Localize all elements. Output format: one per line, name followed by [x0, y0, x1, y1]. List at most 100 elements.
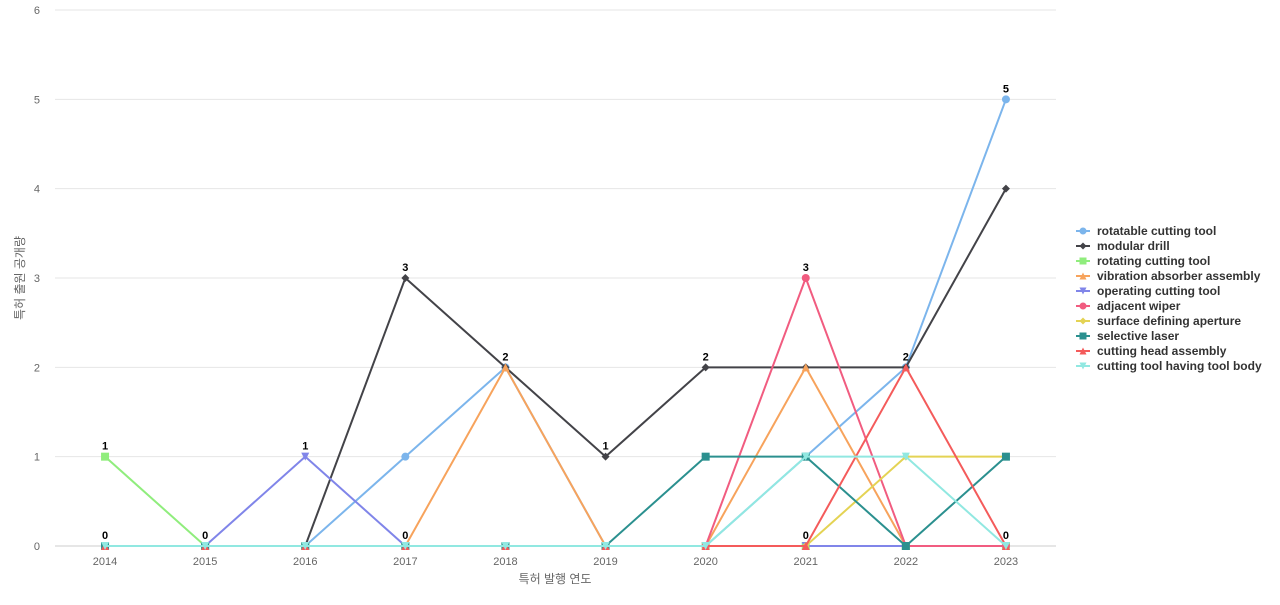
x-tick-label: 2018: [493, 556, 517, 568]
data-label: 5: [1003, 83, 1009, 95]
legend-label: cutting tool having tool body: [1097, 359, 1262, 373]
series-line: [105, 455, 1006, 547]
x-tick-label: 2019: [593, 556, 617, 568]
legend-label: adjacent wiper: [1097, 299, 1181, 313]
legend-marker: [1079, 227, 1087, 235]
series-line: [104, 455, 1006, 547]
legend-item: cutting head assembly: [1076, 344, 1227, 358]
data-label: 1: [302, 441, 308, 453]
legend-item: adjacent wiper: [1076, 299, 1181, 313]
legend-label: selective laser: [1097, 329, 1179, 343]
data-point: [801, 542, 810, 550]
x-tick-label: 2020: [693, 556, 717, 568]
series-group: [101, 452, 1010, 550]
legend-item: cutting tool having tool body: [1076, 359, 1262, 373]
data-point: [1001, 95, 1010, 104]
legend-item: vibration absorber assembly: [1076, 269, 1261, 283]
data-label: 0: [202, 530, 208, 542]
legend-marker: [1079, 332, 1087, 340]
data-label: 1: [102, 441, 108, 453]
legend-marker: [1079, 362, 1087, 370]
data-label-layer: 1 0 1 3 2 1 2 3 2 5 0 0 0 0: [102, 83, 1009, 542]
y-tick-label: 0: [34, 541, 40, 553]
x-tick-label: 2015: [193, 556, 217, 568]
series-group: [101, 452, 1010, 550]
x-tick-label: 2023: [994, 556, 1018, 568]
data-label: 0: [1003, 530, 1009, 542]
data-point: [501, 542, 510, 550]
legend-label: rotatable cutting tool: [1097, 224, 1216, 238]
data-point: [101, 542, 110, 550]
data-point: [1001, 542, 1010, 550]
y-axis-title: 특허 출원 공개량: [13, 236, 27, 320]
series-group: [101, 452, 1010, 550]
y-tick-label: 3: [34, 273, 40, 285]
data-point: [301, 452, 310, 461]
data-point: [401, 452, 410, 461]
x-tick-label: 2022: [894, 556, 918, 568]
legend-marker: [1079, 347, 1087, 355]
legend-item: surface defining aperture: [1076, 314, 1241, 328]
data-label: 2: [502, 351, 508, 363]
data-point: [601, 542, 610, 550]
data-point: [301, 542, 310, 550]
data-point: [701, 542, 710, 550]
legend-label: modular drill: [1097, 239, 1170, 253]
x-tick-label: 2017: [393, 556, 417, 568]
series-layer: [101, 95, 1010, 550]
legend-item: selective laser: [1076, 329, 1179, 343]
data-point: [401, 274, 410, 282]
data-point: [201, 542, 210, 550]
legend-label: rotating cutting tool: [1097, 254, 1210, 268]
x-tick-label: 2021: [794, 556, 818, 568]
legend-item: modular drill: [1076, 239, 1170, 253]
legend-marker: [1079, 257, 1087, 265]
grid-layer: [55, 9, 1056, 458]
x-axis-title: 특허 발행 연도: [519, 571, 592, 586]
data-label: 0: [402, 530, 408, 542]
legend-marker: [1079, 272, 1087, 280]
data-label: 3: [402, 262, 408, 274]
legend-item: rotating cutting tool: [1076, 254, 1210, 268]
series-group: [101, 452, 1010, 550]
y-tick-label: 1: [34, 452, 40, 464]
data-point: [801, 452, 810, 461]
data-label: 0: [102, 530, 108, 542]
data-point: [1001, 184, 1010, 193]
x-tick-label: 2014: [93, 556, 117, 568]
legend-item: operating cutting tool: [1076, 284, 1220, 298]
series-line: [105, 455, 1007, 547]
series-line: [105, 455, 1006, 547]
data-label: 2: [903, 351, 909, 363]
data-point: [501, 363, 510, 372]
legend-marker: [1079, 242, 1087, 250]
data-point: [801, 363, 810, 372]
data-label: 1: [602, 441, 608, 453]
series-line: [105, 98, 1007, 547]
data-point: [1001, 452, 1010, 461]
data-point: [701, 363, 710, 372]
y-tick-label: 6: [34, 5, 40, 17]
data-label: 2: [703, 351, 709, 363]
legend-marker: [1079, 302, 1087, 310]
data-point: [601, 452, 610, 461]
legend-label: operating cutting tool: [1097, 284, 1220, 298]
data-point: [101, 452, 110, 461]
series-group: [101, 452, 1010, 550]
y-tick-label: 4: [34, 184, 40, 196]
data-label: 0: [803, 530, 809, 542]
data-point: [901, 363, 910, 372]
data-point: [701, 452, 710, 461]
legend-label: vibration absorber assembly: [1097, 269, 1261, 283]
legend-item: rotatable cutting tool: [1076, 224, 1216, 238]
y-tick-label: 2: [34, 362, 40, 374]
series-group: [101, 95, 1010, 550]
legend-marker: [1079, 317, 1087, 325]
data-point: [801, 274, 810, 282]
data-point: [401, 542, 410, 550]
data-point: [901, 542, 910, 550]
